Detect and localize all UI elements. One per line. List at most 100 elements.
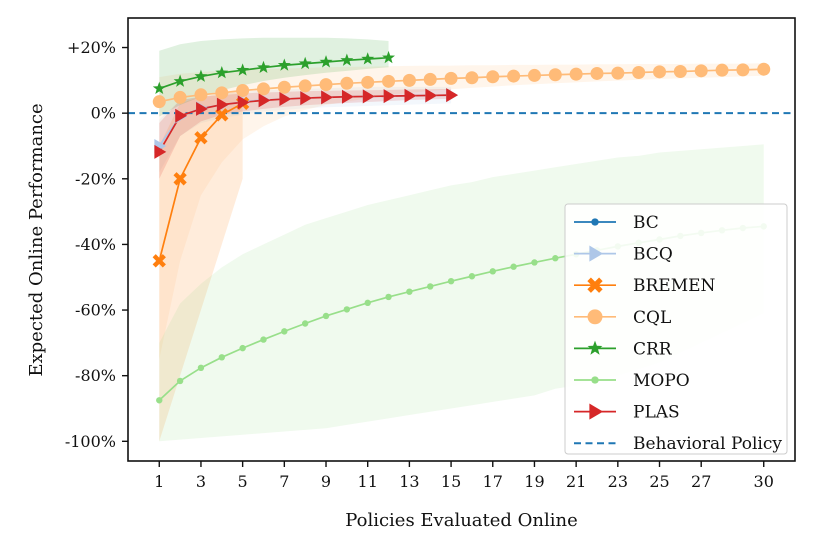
point-bremen: [215, 108, 229, 122]
point-plas: [258, 93, 271, 108]
x-tick-label: 5: [238, 472, 248, 491]
point-plas: [279, 92, 292, 107]
point-mopo: [197, 364, 205, 372]
point-cql: [361, 75, 375, 89]
y-tick-label: 0%: [91, 104, 116, 123]
point-plas: [237, 95, 250, 110]
point-cql: [715, 63, 729, 77]
y-tick-label: -60%: [75, 301, 116, 320]
x-tick-label: 25: [649, 472, 669, 491]
x-tick-label: 19: [524, 472, 544, 491]
point-mopo: [468, 273, 476, 280]
axis-ticks: 1 3 5 7 9 11 13 15 17 19 21 23 25 27 30-100%-80%-60%-4…: [65, 38, 774, 491]
point-cql: [215, 86, 229, 100]
legend-swatch-marker: [587, 277, 603, 293]
point-crr: [382, 50, 396, 64]
legend-box: [564, 203, 788, 455]
point-bremen: [152, 254, 166, 268]
point-mopo: [385, 293, 392, 301]
point-cql: [382, 74, 396, 88]
point-cql: [507, 69, 521, 83]
point-cql: [673, 64, 687, 78]
legend-swatch-marker: [589, 245, 604, 262]
point-crr: [277, 58, 291, 71]
point-crr: [194, 69, 208, 82]
point-cql: [590, 66, 604, 80]
legend-label: CRR: [633, 339, 673, 359]
point-plas: [341, 89, 354, 104]
legend-label: BC: [633, 213, 659, 233]
point-mopo: [156, 397, 163, 404]
legend-swatch-marker: [591, 218, 599, 226]
band-crr: [159, 37, 389, 117]
point-plas: [175, 108, 188, 123]
point-cql: [402, 73, 416, 87]
legend-label: BREMEN: [633, 276, 716, 296]
point-crr: [319, 55, 333, 68]
point-mopo: [343, 306, 351, 313]
point-cql: [423, 72, 437, 86]
legend-label: Behavioral Policy: [633, 434, 782, 454]
x-tick-label: 11: [358, 472, 378, 491]
point-cql: [173, 90, 187, 104]
point-cql: [340, 76, 354, 90]
point-mopo: [322, 312, 330, 320]
point-cql: [277, 80, 291, 94]
legend-label: PLAS: [633, 403, 680, 423]
point-bremen: [173, 172, 187, 186]
legend-swatch-marker: [587, 340, 603, 355]
x-tick-label: 9: [321, 472, 331, 491]
legend-item-bremen: BREMEN: [574, 276, 716, 296]
point-mopo: [239, 344, 246, 352]
point-crr: [340, 53, 354, 66]
point-cql: [632, 65, 646, 79]
y-tick-label: -100%: [65, 432, 116, 451]
legend-swatch-marker: [587, 309, 603, 325]
point-cql: [694, 64, 708, 78]
x-tick-label: 30: [754, 472, 774, 491]
point-mopo: [552, 255, 559, 262]
point-plas: [362, 89, 375, 104]
point-mopo: [218, 354, 225, 361]
plot-frame: [127, 17, 796, 462]
band-plas: [159, 88, 452, 179]
y-tick-label: -20%: [75, 169, 116, 188]
point-bremen: [194, 131, 208, 145]
point-cql: [465, 71, 479, 85]
point-plas: [404, 88, 417, 103]
point-mopo: [281, 328, 288, 335]
point-mopo: [427, 283, 434, 290]
x-tick-label: 27: [691, 472, 711, 491]
point-mopo: [447, 277, 455, 285]
point-plas: [196, 101, 208, 116]
point-crr: [257, 60, 270, 74]
point-mopo: [260, 336, 267, 343]
point-cql: [757, 62, 771, 76]
x-tick-label: 1: [154, 472, 164, 491]
legend: BC BCQ BREMEN CQL CRR MOPO PLAS Behavioral Poli…: [564, 203, 788, 455]
x-tick-label: 17: [483, 472, 503, 491]
x-tick-label: 23: [608, 472, 628, 491]
point-cql: [569, 67, 583, 81]
point-cql: [319, 78, 333, 92]
point-cql: [653, 65, 667, 79]
x-tick-label: 15: [441, 472, 461, 491]
point-cql: [236, 84, 250, 98]
point-plas: [154, 144, 167, 159]
point-crr: [298, 56, 312, 70]
legend-label: MOPO: [633, 371, 690, 391]
point-mopo: [406, 288, 413, 295]
legend-item-bc: BC: [574, 213, 659, 233]
point-plas: [300, 91, 313, 106]
point-plas: [425, 88, 438, 103]
point-crr: [152, 81, 166, 95]
point-cql: [444, 71, 458, 85]
point-plas: [446, 88, 459, 103]
point-mopo: [176, 377, 184, 385]
point-plas: [383, 89, 396, 104]
x-tick-label: 13: [399, 472, 419, 491]
point-mopo: [510, 263, 517, 270]
point-plas: [216, 97, 229, 112]
point-cql: [194, 88, 208, 102]
point-cql: [527, 68, 541, 82]
